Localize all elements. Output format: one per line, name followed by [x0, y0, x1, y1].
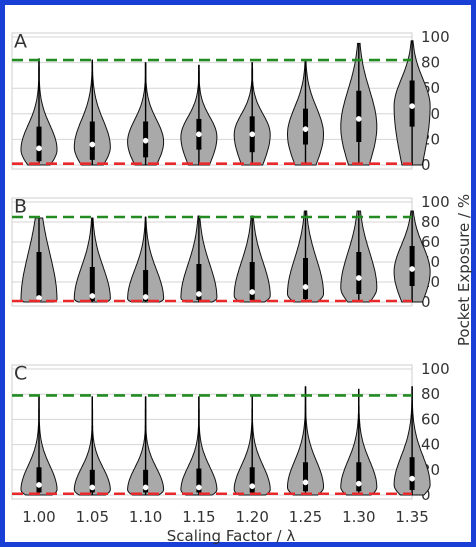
y-tick-label: 0 — [421, 156, 431, 174]
violin-median — [409, 103, 415, 109]
violin-median — [36, 145, 42, 152]
violin-median — [302, 284, 309, 290]
violin-median — [196, 131, 202, 138]
violin-median — [196, 484, 202, 491]
y-axis-label: Pocket Exposure / % — [455, 194, 473, 346]
x-tick-label: 1.15 — [182, 508, 215, 526]
violin-median — [89, 484, 96, 491]
violin-median — [249, 483, 256, 490]
y-tick-label: 40 — [421, 436, 440, 454]
violin-median — [355, 275, 362, 281]
violin-median — [355, 116, 362, 122]
x-tick-label: 1.25 — [289, 508, 322, 526]
y-tick-label: 0 — [421, 293, 431, 311]
y-tick-label: 80 — [421, 385, 440, 403]
violin-median — [302, 479, 309, 486]
y-tick-label: 100 — [421, 28, 450, 46]
violin-median — [89, 293, 96, 299]
violin-median — [249, 131, 256, 138]
panel-label: B — [14, 196, 27, 218]
x-tick-label: 1.05 — [76, 508, 109, 526]
violin-median — [142, 294, 149, 300]
violin-median — [302, 126, 309, 133]
x-tick-label: 1.10 — [129, 508, 162, 526]
x-tick-label: 1.00 — [22, 508, 55, 526]
y-tick-label: 60 — [421, 410, 440, 428]
y-tick-label: 0 — [421, 486, 431, 504]
violin-median — [355, 480, 362, 487]
violin-median — [142, 137, 149, 144]
panel-label: C — [14, 363, 27, 385]
x-axis-label: Scaling Factor / λ — [167, 527, 296, 545]
violin-median — [36, 482, 42, 488]
x-tick-label: 1.20 — [235, 508, 268, 526]
x-tick-label: 1.35 — [395, 508, 428, 526]
violin-median — [409, 475, 415, 482]
y-tick-label: 100 — [421, 193, 450, 211]
y-tick-label: 100 — [421, 360, 450, 378]
x-tick-label: 1.30 — [342, 508, 375, 526]
y-tick-label: 60 — [421, 233, 440, 251]
y-tick-label: 80 — [421, 213, 440, 231]
violin-median — [89, 141, 96, 148]
panel-label: A — [14, 31, 27, 53]
violin-median — [249, 289, 256, 295]
y-tick-label: 80 — [421, 54, 440, 72]
violin-median — [196, 291, 202, 297]
violin-median — [142, 484, 149, 491]
violin-median — [409, 266, 415, 272]
